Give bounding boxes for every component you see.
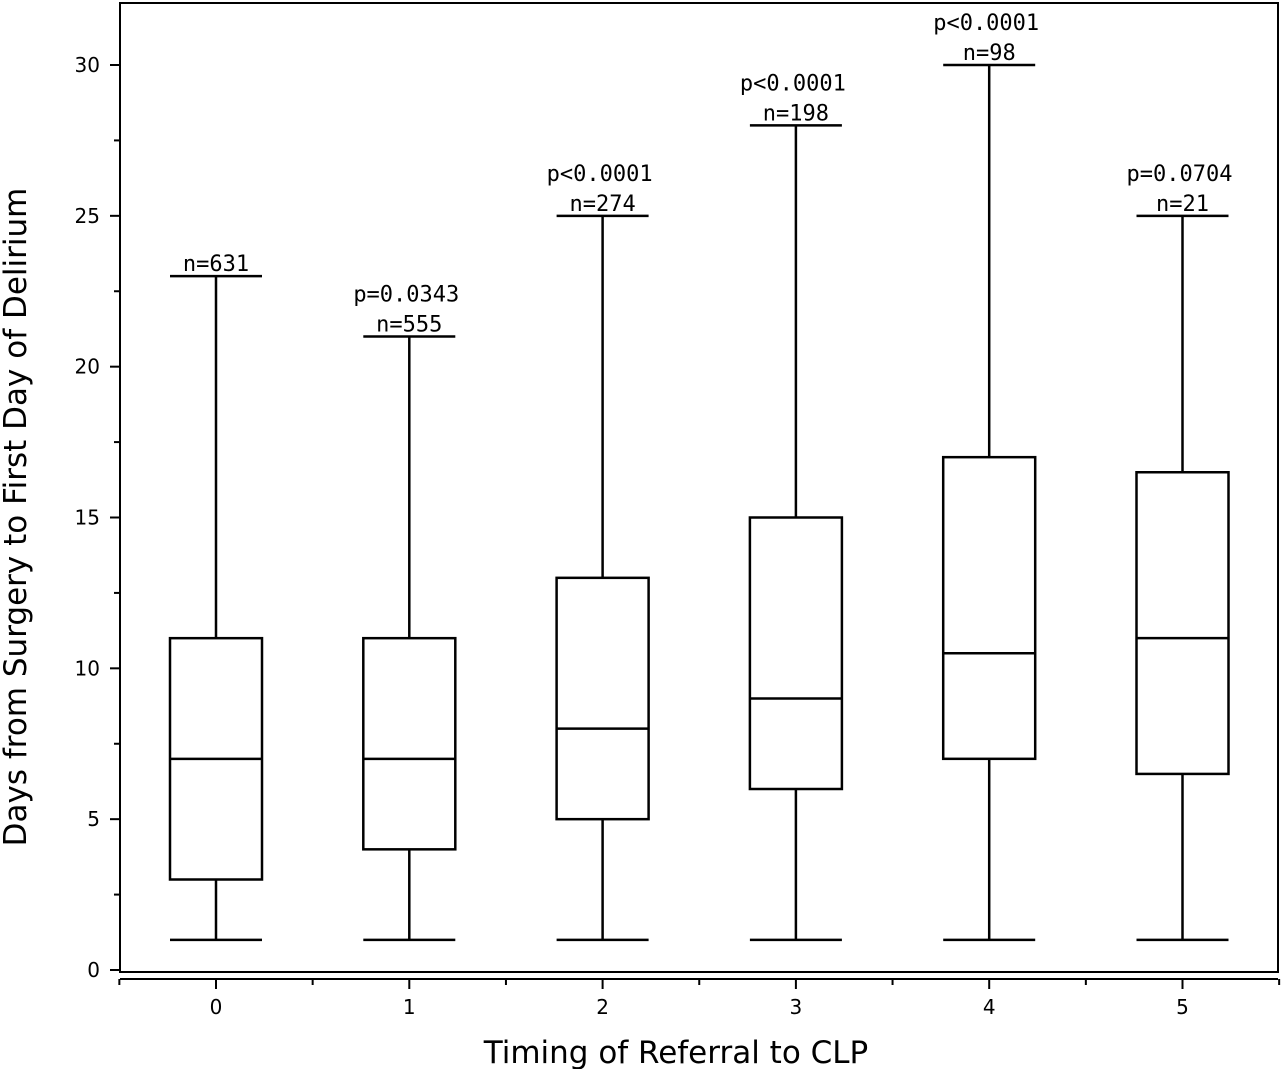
iqr-box bbox=[1135, 471, 1230, 776]
x-tick-label: 1 bbox=[403, 995, 416, 1019]
p-value-label: p<0.0001 bbox=[740, 71, 846, 96]
iqr-box bbox=[748, 516, 844, 791]
y-axis: 0 5 10 15 20 25 30 bbox=[75, 53, 120, 982]
n-label: n=21 bbox=[1156, 192, 1209, 217]
plot-frame bbox=[119, 2, 1279, 973]
box-series bbox=[168, 63, 1230, 942]
x-tick-label: 2 bbox=[596, 995, 609, 1019]
iqr-box bbox=[941, 455, 1037, 761]
box-group-5 bbox=[1135, 214, 1230, 942]
x-axis: 0 1 2 3 4 5 bbox=[118, 978, 1281, 1019]
iqr-box bbox=[555, 576, 650, 821]
x-tick-label: 3 bbox=[790, 995, 803, 1019]
box-group-3 bbox=[748, 124, 844, 942]
x-tick-label: 5 bbox=[1176, 995, 1189, 1019]
box-group-4 bbox=[941, 63, 1037, 942]
box-group-2 bbox=[555, 214, 650, 942]
n-label: n=98 bbox=[963, 41, 1016, 66]
y-tick-label: 0 bbox=[87, 958, 100, 982]
iqr-box bbox=[362, 636, 457, 851]
x-tick-label: 0 bbox=[210, 995, 223, 1019]
p-value-label: p=0.0343 bbox=[353, 283, 459, 308]
p-value-label: p<0.0001 bbox=[933, 11, 1039, 36]
box-group-1 bbox=[362, 335, 457, 942]
n-label: n=555 bbox=[376, 313, 442, 338]
y-tick-label: 20 bbox=[75, 355, 100, 379]
x-tick-label: 4 bbox=[983, 995, 996, 1019]
y-tick-label: 5 bbox=[87, 807, 100, 831]
y-tick-label: 15 bbox=[75, 506, 100, 530]
x-axis-title: Timing of Referral to CLP bbox=[483, 1035, 869, 1069]
p-value-label: p=0.0704 bbox=[1127, 162, 1233, 187]
y-axis-title: Days from Surgery to First Day of Deliri… bbox=[0, 188, 34, 847]
annotations: n=631 n=555 p=0.0343 n=274 p<0.0001 n=198 p<0.… bbox=[183, 11, 1233, 338]
n-label: n=198 bbox=[763, 101, 829, 126]
y-tick-label: 10 bbox=[75, 656, 100, 680]
n-label: n=631 bbox=[183, 252, 249, 277]
box-group-0 bbox=[168, 274, 264, 942]
y-tick-label: 25 bbox=[75, 204, 100, 228]
p-value-label: p<0.0001 bbox=[547, 162, 653, 187]
n-label: n=274 bbox=[569, 192, 635, 217]
y-tick-label: 30 bbox=[75, 53, 100, 77]
